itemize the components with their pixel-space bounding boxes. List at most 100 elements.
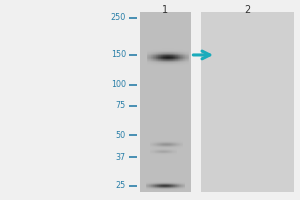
Bar [185,68,186,69]
Bar [147,51,148,52]
Bar [181,141,182,142]
Bar [156,53,157,54]
Bar [182,48,183,49]
Bar [151,152,152,153]
Bar [182,57,183,58]
Bar [164,61,165,62]
Bar [175,149,176,150]
Bar [182,140,183,141]
Bar [177,65,178,66]
Bar [173,150,174,151]
Bar [182,149,183,150]
Bar [181,139,182,140]
Bar [155,181,156,182]
Bar [166,59,167,60]
Bar [180,57,181,58]
Bar [179,57,180,58]
Bar [176,50,177,51]
Bar [181,46,182,47]
Bar [166,189,167,190]
Bar [150,67,151,68]
Bar [154,183,155,184]
Bar [167,180,168,181]
Bar [153,47,154,48]
Bar [163,62,164,63]
Bar [154,150,155,151]
Bar [173,68,174,69]
Bar [163,156,164,157]
Bar [175,145,176,146]
Bar [188,68,189,69]
Bar [168,53,169,54]
Bar [165,143,166,144]
Bar [159,190,160,191]
Bar [172,147,173,148]
Bar [182,186,183,187]
Bar [163,58,164,59]
Bar [155,153,156,154]
Bar [162,46,163,47]
Bar [178,58,179,59]
Bar [164,58,165,59]
Bar [153,139,154,140]
Bar [160,67,161,68]
Bar [184,54,185,55]
Bar [167,150,168,151]
Bar [151,150,152,151]
Bar [171,49,172,50]
Bar [150,180,151,181]
Bar [150,141,151,142]
Bar [154,146,155,147]
Bar [171,146,172,147]
Bar [155,179,156,180]
Bar [180,149,181,150]
Bar [165,58,166,59]
Bar [164,54,165,55]
Bar [167,152,168,153]
Bar [174,56,175,57]
Bar [154,52,155,53]
Bar [154,46,155,47]
Bar [162,183,163,184]
Bar [177,190,178,191]
Bar [163,54,164,55]
Bar [161,187,162,188]
Bar [152,46,153,47]
Bar [160,154,161,155]
Bar [170,50,171,51]
Bar [171,154,172,155]
Bar [171,54,172,55]
Bar [176,59,177,60]
Bar [179,142,180,143]
Bar [169,149,170,150]
Bar [160,140,161,141]
Bar [173,48,174,49]
Bar [160,64,161,65]
Bar [149,184,150,185]
Bar [152,149,153,150]
Bar [169,183,170,184]
Bar [160,138,161,139]
Bar [172,146,173,147]
Bar [182,179,183,180]
Bar [169,59,170,60]
Bar [151,179,152,180]
Bar [173,59,174,60]
Bar [160,150,161,151]
Bar [172,186,173,187]
Bar [150,152,151,153]
Bar [170,61,171,62]
Bar [188,63,189,64]
Bar [153,154,154,155]
Bar [156,184,157,185]
Bar [151,147,152,148]
Bar [164,57,165,58]
Bar [167,156,168,157]
Bar [178,145,179,146]
Bar [179,49,180,50]
Bar [161,46,162,47]
Bar [170,55,171,56]
Bar [155,154,156,155]
Bar [149,66,150,67]
Bar [164,152,165,153]
